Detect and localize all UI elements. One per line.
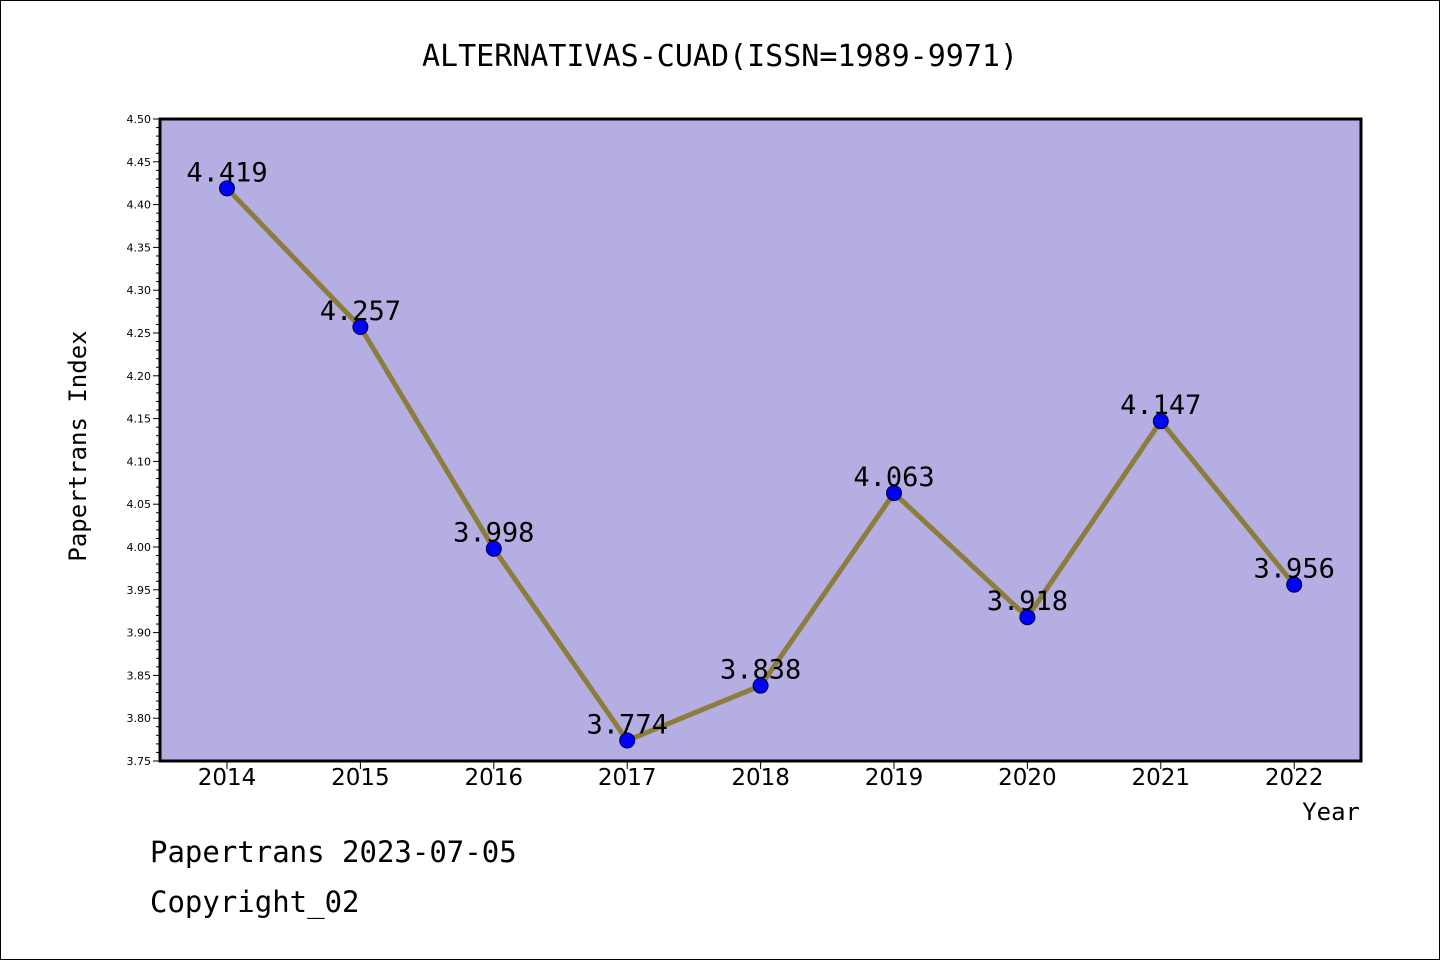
y-tick-label: 4.05 <box>127 498 152 511</box>
data-point <box>1286 576 1303 593</box>
x-axis: 2014 2015 2016 2017 2018 2019 2020 2021 2022 <box>198 761 1324 791</box>
data-point <box>619 732 636 749</box>
y-tick-label: 4.10 <box>127 455 152 468</box>
data-label: 4.419 <box>186 157 267 188</box>
data-point <box>219 180 235 197</box>
y-tick-label: 4.20 <box>127 370 152 383</box>
x-axis-label: Year <box>1302 798 1360 826</box>
y-tick-label: 4.00 <box>127 541 152 554</box>
x-tick-label: 2022 <box>1265 765 1324 791</box>
data-label: 3.918 <box>987 586 1068 617</box>
plot-area <box>158 117 1363 763</box>
data-point <box>886 485 902 502</box>
x-tick-label: 2021 <box>1132 765 1191 791</box>
data-label: 3.774 <box>587 709 668 740</box>
y-tick-label: 4.35 <box>127 241 152 254</box>
y-tick-label: 3.80 <box>127 712 152 725</box>
x-tick-label: 2020 <box>998 765 1057 791</box>
data-label: 4.063 <box>853 462 934 493</box>
y-tick-label: 4.45 <box>127 156 152 169</box>
data-label: 3.838 <box>720 655 801 686</box>
chart-title: ALTERNATIVAS-CUAD(ISSN=1989-9971) <box>422 39 1018 74</box>
y-tick-label: 3.75 <box>127 755 152 768</box>
x-tick-label: 2018 <box>731 765 790 791</box>
y-tick-label: 3.90 <box>127 627 152 640</box>
y-tick-label: 3.85 <box>127 669 152 682</box>
x-tick-label: 2017 <box>598 765 657 791</box>
y-tick-label: 4.40 <box>127 199 152 212</box>
data-label: 4.147 <box>1120 390 1201 421</box>
x-tick-label: 2015 <box>331 765 390 791</box>
y-axis: 3.75 3.80 3.85 3.90 3.95 4.00 4.05 4.10 4.15 4.20… <box>127 113 160 768</box>
data-point <box>352 319 369 336</box>
data-point <box>752 677 769 694</box>
data-point <box>485 540 502 557</box>
y-axis-label: Papertrans Index <box>64 330 92 561</box>
footer-copyright: Copyright_02 <box>150 885 360 919</box>
data-point <box>1152 413 1169 430</box>
data-label: 3.998 <box>453 518 534 549</box>
x-tick-label: 2019 <box>865 765 924 791</box>
data-label: 3.956 <box>1254 554 1335 585</box>
y-tick-label: 4.50 <box>127 113 152 126</box>
y-tick-label: 4.30 <box>127 284 152 297</box>
y-tick-label: 4.15 <box>127 413 152 426</box>
x-tick-label: 2014 <box>198 765 257 791</box>
data-label: 4.257 <box>320 296 401 327</box>
data-labels: 4.419 4.257 3.998 3.774 3.838 4.063 3.918 4.147… <box>186 157 1334 740</box>
y-tick-label: 3.95 <box>127 584 152 597</box>
x-tick-label: 2016 <box>465 765 524 791</box>
y-tick-label: 4.25 <box>127 327 152 340</box>
footer-date: Papertrans 2023-07-05 <box>150 835 517 869</box>
series-markers <box>219 180 1303 749</box>
data-point <box>1019 609 1036 626</box>
